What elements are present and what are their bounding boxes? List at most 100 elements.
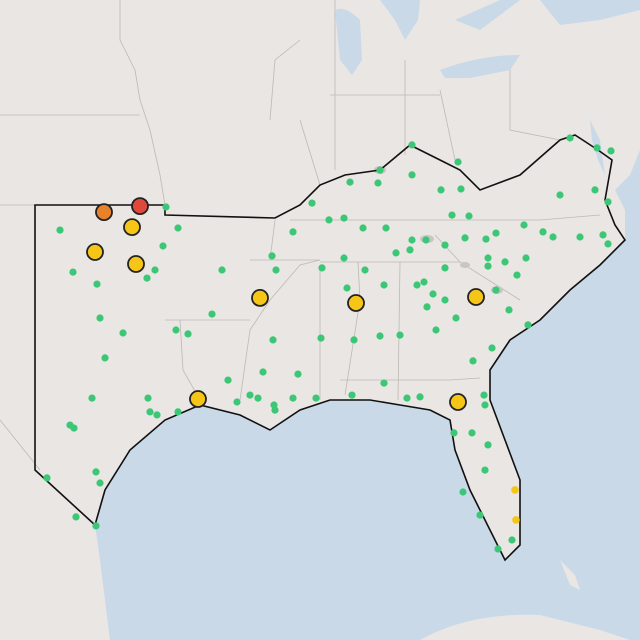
station: [432, 326, 440, 334]
alert: [127, 255, 145, 273]
station: [501, 258, 509, 266]
station: [406, 246, 414, 254]
station: [513, 271, 521, 279]
station: [437, 186, 445, 194]
station: [146, 408, 154, 416]
station: [380, 379, 388, 387]
station: [272, 266, 280, 274]
islands: [420, 560, 630, 640]
station: [361, 266, 369, 274]
water: [95, 0, 640, 640]
alert: [449, 393, 467, 411]
station: [246, 391, 254, 399]
station: [174, 408, 182, 416]
station: [420, 278, 428, 286]
station: [481, 401, 489, 409]
station: [484, 262, 492, 270]
station: [576, 233, 584, 241]
station: [43, 474, 51, 482]
station: [101, 354, 109, 362]
station: [308, 199, 316, 207]
station: [480, 391, 488, 399]
station: [317, 334, 325, 342]
station: [159, 242, 167, 250]
station: [508, 536, 516, 544]
station: [208, 310, 216, 318]
station: [348, 391, 356, 399]
station: [492, 286, 500, 294]
station: [429, 290, 437, 298]
station: [259, 368, 267, 376]
station: [374, 179, 382, 187]
station: [72, 513, 80, 521]
station: [441, 296, 449, 304]
markers: [43, 134, 615, 553]
station: [459, 488, 467, 496]
station: [441, 264, 449, 272]
station: [143, 274, 151, 282]
station: [408, 141, 416, 149]
station: [70, 424, 78, 432]
station: [505, 306, 513, 314]
station: [340, 214, 348, 222]
station: [607, 147, 615, 155]
station: [441, 241, 449, 249]
station: [488, 344, 496, 352]
station: [376, 166, 384, 174]
station: [520, 221, 528, 229]
alert: [251, 288, 269, 307]
station: [144, 394, 152, 402]
station: [450, 429, 458, 437]
station: [56, 226, 64, 234]
alert: [86, 243, 104, 261]
station: [318, 264, 326, 272]
alert: [189, 390, 207, 408]
station: [566, 134, 574, 142]
station: [359, 224, 367, 232]
station: [69, 268, 77, 276]
station: [88, 394, 96, 402]
station: [461, 234, 469, 242]
station: [593, 144, 601, 152]
station: [469, 357, 477, 365]
station: [465, 212, 473, 220]
station: [269, 336, 277, 344]
station: [271, 406, 279, 414]
station: [153, 411, 161, 419]
station: [376, 332, 384, 340]
station: [233, 398, 241, 406]
station: [162, 203, 170, 211]
station: [254, 394, 262, 402]
station: [151, 266, 159, 274]
station: [484, 441, 492, 449]
station: [413, 281, 421, 289]
station: [325, 216, 333, 224]
station: [457, 185, 465, 193]
station: [549, 233, 557, 241]
station: [556, 191, 564, 199]
station: [476, 511, 484, 519]
station: [340, 254, 348, 262]
station: [492, 229, 500, 237]
station: [539, 228, 547, 236]
station: [416, 393, 424, 401]
alert: [123, 218, 141, 237]
station: [403, 394, 411, 402]
alert: [467, 288, 485, 306]
station: [343, 284, 351, 292]
station: [93, 280, 101, 288]
station: [482, 235, 490, 243]
station: [604, 240, 612, 248]
station: [96, 314, 104, 322]
station: [599, 231, 607, 239]
station: [468, 429, 476, 437]
station: [448, 211, 456, 219]
station: [484, 254, 492, 262]
station: [218, 266, 226, 274]
station: [172, 326, 180, 334]
alert: [347, 294, 365, 312]
station: [408, 171, 416, 179]
station: [524, 321, 532, 329]
station: [350, 336, 358, 344]
